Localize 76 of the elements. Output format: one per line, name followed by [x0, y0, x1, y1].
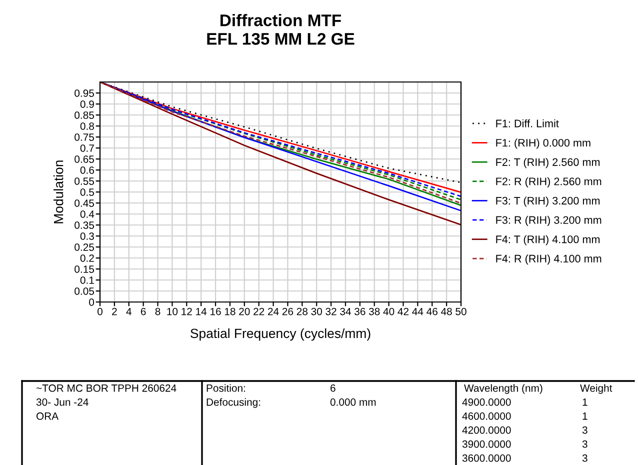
text: 3 [582, 426, 588, 434]
y-tick-label: 0.7 [80, 144, 94, 152]
y-tick-label: 0.6 [80, 166, 94, 174]
y-tick-label: 0.45 [74, 200, 94, 207]
y-tick-label: 0.35 [74, 222, 94, 229]
x-tick-label: 4 [126, 308, 132, 316]
x-tick-label: 44 [412, 308, 424, 316]
x-tick-label: 32 [326, 308, 336, 316]
y-tick-label: 0.85 [74, 112, 94, 119]
x-tick-label: 10 [167, 308, 178, 316]
text: 4600.0000 [462, 412, 511, 420]
text: 30- Jun -24 [36, 398, 88, 406]
text: 4200.0000 [462, 426, 511, 434]
legend-label: F3: R (RIH) 3.200 mm [496, 216, 602, 226]
x-tick-label: 24 [268, 308, 279, 316]
x-tick-label: 34 [340, 308, 351, 316]
y-tick-label: 0.75 [74, 134, 94, 141]
legend-label: F1: (RIH) 0.000 mm [496, 138, 590, 149]
x-tick-label: 2 [112, 308, 117, 316]
x-tick-label: 30 [311, 308, 322, 316]
x-tick-label: 40 [383, 308, 394, 316]
text: 1 [582, 398, 588, 406]
y-tick-label: 0.95 [74, 90, 94, 97]
y-tick-label: 0.25 [74, 244, 94, 251]
x-axis-title: Spatial Frequency (cycles/mm) [190, 328, 370, 341]
legend-label: F3: T (RIH) 3.200 mm [496, 196, 600, 207]
x-tick-label: 8 [155, 308, 160, 316]
y-tick-label: 0.4 [80, 210, 94, 218]
x-tick-label: 50 [456, 308, 466, 316]
y-tick-label: 0.5 [80, 188, 94, 196]
x-tick-label: 0 [98, 308, 102, 316]
x-tick-label: 36 [354, 308, 366, 316]
text: Weight [580, 384, 612, 394]
legend-label: F2: T (RIH) 2.560 mm [496, 158, 600, 168]
text: Position: [206, 384, 245, 392]
x-tick-label: 14 [196, 308, 207, 316]
x-tick-label: 18 [224, 308, 236, 316]
x-tick-label: 16 [210, 308, 221, 316]
x-tick-label: 48 [441, 308, 452, 316]
x-tick-label: 38 [368, 308, 380, 316]
y-tick-label: 0.8 [80, 122, 94, 130]
text: 6 [330, 384, 336, 392]
y-tick-label: 0.9 [80, 100, 94, 108]
y-tick-label: 0.1 [80, 276, 94, 284]
x-tick-label: 22 [254, 308, 264, 316]
legend-label: F2: R (RIH) 2.560 mm [496, 177, 602, 188]
text: Wavelength (nm) [464, 384, 542, 394]
text: Defocusing: [206, 398, 260, 408]
chart-title: Diffraction MTF EFL 135 MM L2 GE [207, 14, 354, 45]
legend-label: F4: R (RIH) 4.100 mm [496, 254, 602, 265]
y-tick-label: 0.15 [74, 266, 94, 273]
x-tick-label: 6 [140, 308, 146, 316]
x-tick-label: 46 [426, 308, 438, 316]
text: 3 [582, 454, 588, 462]
y-tick-label: 0.65 [74, 156, 94, 163]
text: 3 [582, 440, 588, 448]
text: 1 [582, 412, 588, 420]
y-tick-label: 0.05 [74, 288, 94, 295]
text: ORA [36, 412, 59, 420]
text: 0.000 mm [330, 398, 376, 406]
text: 3900.0000 [462, 440, 511, 448]
text: ~TOR MC BOR TPPH 260624 [36, 384, 176, 392]
x-tick-label: 12 [182, 308, 192, 316]
x-tick-label: 42 [398, 308, 409, 316]
text: 4900.0000 [462, 398, 511, 406]
y-axis-title: Modulation [54, 160, 64, 224]
y-tick-label: 0 [89, 298, 94, 306]
y-tick-label: 0.2 [80, 254, 94, 262]
x-tick-label: 20 [239, 308, 250, 316]
text: 3600.0000 [462, 454, 511, 462]
legend-label: F4: T (RIH) 4.100 mm [496, 235, 600, 246]
y-tick-label: 0.3 [80, 232, 94, 240]
x-tick-label: 26 [282, 308, 294, 316]
y-tick-label: 0.55 [74, 178, 94, 185]
legend-label: F1: Diff. Limit [496, 119, 559, 128]
x-tick-label: 28 [296, 308, 308, 316]
